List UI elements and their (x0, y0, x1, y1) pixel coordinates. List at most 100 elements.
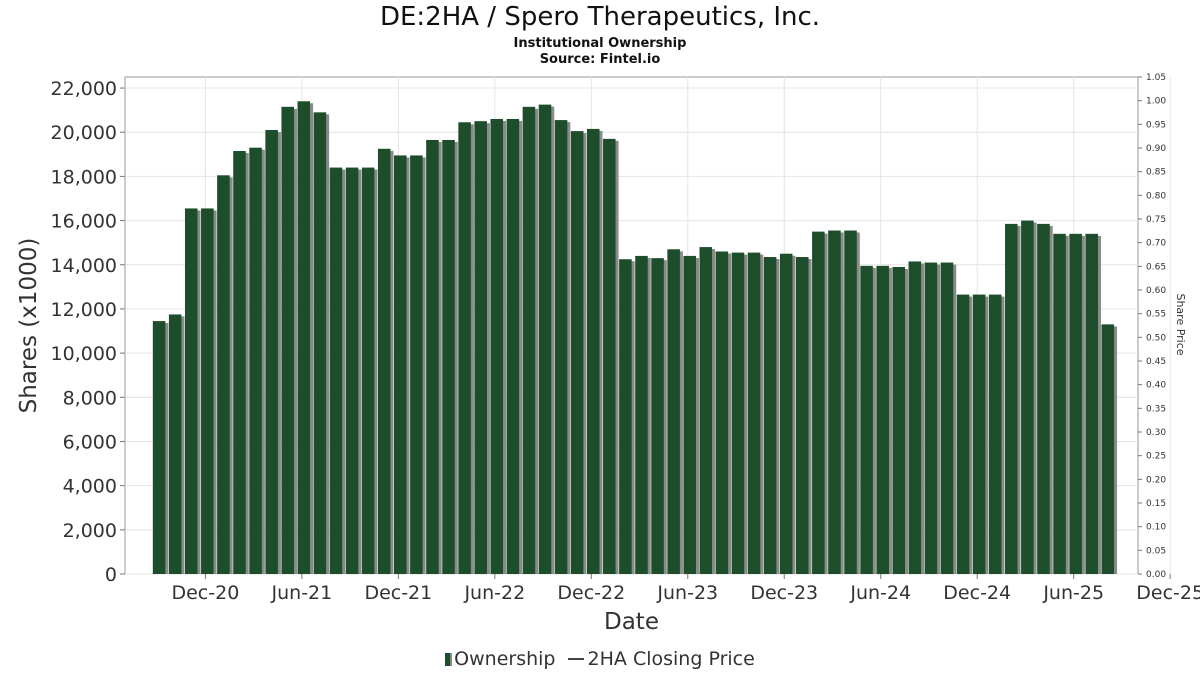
bar (876, 265, 889, 574)
bar (345, 167, 359, 574)
bar (988, 294, 1002, 574)
bar (265, 130, 278, 574)
bar (1069, 233, 1082, 574)
y2-tick-label: 0.60 (1146, 286, 1166, 296)
y2-tick-label: 0.35 (1146, 404, 1166, 414)
bar (828, 230, 841, 575)
bar (683, 255, 696, 575)
bar (619, 259, 632, 574)
bar (152, 321, 166, 574)
y-tick-label: 12,000 (51, 299, 117, 321)
bar (361, 167, 375, 574)
bar (956, 294, 970, 574)
legend-ownership-label: Ownership (454, 647, 556, 670)
bar (747, 252, 761, 574)
y2-tick-label: 0.80 (1146, 191, 1166, 201)
y2-tick-label: 0.00 (1146, 570, 1166, 580)
chart-title: DE:2HA / Spero Therapeutics, Inc. (379, 2, 821, 32)
x-tick-label: Dec-24 (943, 582, 1011, 604)
y-tick-label: 22,000 (51, 78, 117, 100)
bar (442, 139, 455, 574)
legend-price-label: 2HA Closing Price (587, 647, 755, 670)
y2-tick-label: 0.85 (1146, 168, 1166, 178)
chart-source: Source: Fintel.io (539, 52, 661, 67)
bar (779, 253, 793, 574)
legend-item-ownership[interactable]: Ownership (445, 647, 556, 670)
y2-tick-label: 1.00 (1146, 97, 1166, 107)
bar (554, 120, 568, 574)
x-tick-label: Dec-21 (364, 582, 432, 604)
bar (426, 139, 439, 574)
chart-subtitle: Institutional Ownership (513, 36, 687, 51)
ownership-swatch-icon (445, 652, 453, 666)
bar (651, 258, 664, 574)
bar (795, 257, 809, 574)
bar (506, 118, 520, 575)
bar (217, 175, 230, 574)
y2-tick-label: 0.70 (1146, 239, 1166, 249)
bar (297, 101, 311, 574)
y2-tick-label: 0.75 (1146, 215, 1166, 225)
y-tick-label: 0 (105, 564, 117, 586)
x-tick-label: Jun-23 (656, 582, 718, 604)
bar (699, 247, 713, 574)
y-tick-label: 4,000 (63, 476, 117, 498)
bar (1101, 324, 1115, 574)
y2-tick-label: 0.15 (1146, 499, 1166, 509)
y2-tick-label: 0.30 (1146, 428, 1166, 438)
y-tick-label: 2,000 (63, 520, 117, 542)
bar (313, 112, 327, 574)
bar (329, 167, 343, 574)
x-tick-label: Dec-25 (1136, 582, 1200, 604)
bar (892, 266, 906, 574)
bar (458, 122, 471, 574)
x-tick-label: Jun-25 (1042, 582, 1104, 604)
y2-tick-label: 0.65 (1146, 262, 1166, 272)
bar (731, 252, 745, 574)
bar (538, 104, 552, 574)
bar (667, 249, 680, 574)
y-tick-label: 20,000 (51, 122, 117, 144)
bar (201, 208, 214, 574)
bar (940, 262, 954, 574)
bar (1053, 233, 1066, 574)
bar (763, 257, 777, 574)
bar (603, 138, 616, 575)
bar (586, 128, 600, 575)
bar (184, 208, 198, 574)
bar (635, 255, 648, 575)
bar (972, 294, 986, 574)
chart-legend: Ownership 2HA Closing Price (0, 647, 1200, 670)
bar (844, 230, 857, 575)
y2-tick-label: 1.05 (1146, 73, 1166, 83)
bar (474, 121, 487, 574)
y-axis-title: Shares (x1000) (16, 238, 42, 414)
bar (490, 118, 504, 575)
bar (410, 155, 423, 574)
y2-tick-label: 0.20 (1146, 475, 1166, 485)
x-tick-label: Jun-24 (849, 582, 911, 604)
y-tick-label: 6,000 (63, 431, 117, 453)
bar (715, 251, 729, 574)
legend-item-price[interactable]: 2HA Closing Price (562, 648, 755, 670)
bar (570, 131, 584, 574)
bar (281, 106, 294, 574)
bar (233, 150, 246, 574)
y2-tick-label: 0.55 (1146, 310, 1166, 320)
y2-axis-title: Share Price (1174, 293, 1187, 355)
bar (860, 265, 873, 574)
bar (1037, 223, 1050, 574)
bar (522, 106, 536, 574)
x-tick-label: Dec-20 (171, 582, 239, 604)
bar (924, 262, 938, 574)
y-tick-label: 10,000 (51, 343, 117, 365)
x-tick-label: Dec-23 (750, 582, 818, 604)
y-tick-label: 18,000 (51, 166, 117, 188)
y2-tick-label: 0.50 (1146, 333, 1166, 343)
bar (1085, 233, 1098, 574)
x-axis-title: Date (604, 609, 659, 635)
price-line-swatch-icon (567, 658, 584, 660)
bar (168, 314, 182, 574)
y2-tick-label: 0.90 (1146, 144, 1166, 154)
